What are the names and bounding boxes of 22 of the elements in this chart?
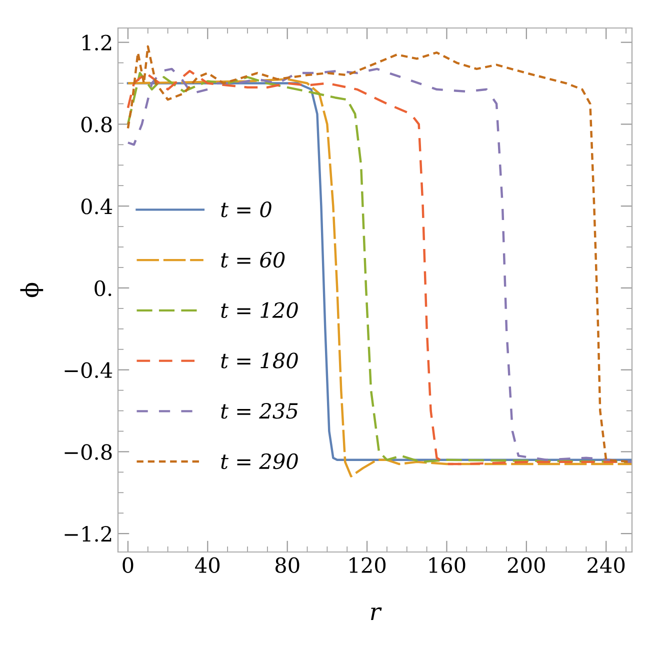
x-tick-label: 240: [588, 557, 625, 573]
x-tick-label: 200: [508, 557, 545, 573]
y-tick-label: −0.8: [64, 444, 112, 460]
y-tick-label: 0.8: [81, 116, 112, 132]
x-tick-label: 160: [429, 557, 466, 573]
legend-label: t = 120: [221, 302, 298, 318]
x-tick-label: 0: [122, 557, 134, 573]
x-axis-title: r: [371, 607, 382, 620]
y-tick-label: 0.4: [81, 198, 112, 214]
legend-label: t = 0: [221, 202, 272, 218]
legend-label: t = 235: [221, 403, 298, 419]
legend-label: t = 180: [221, 352, 298, 368]
legend-label: t = 60: [221, 252, 285, 268]
y-tick-label: −0.4: [64, 362, 112, 378]
x-tick-label: 80: [275, 557, 300, 573]
x-tick-label: 120: [350, 557, 386, 573]
x-tick-label: 40: [195, 557, 220, 573]
y-tick-label: 1.2: [82, 34, 112, 51]
legend-label: t = 290: [221, 453, 298, 470]
y-axis-title: ϕ: [20, 282, 44, 298]
y-tick-label: 0.: [94, 280, 112, 296]
y-tick-label: −1.2: [64, 526, 112, 542]
